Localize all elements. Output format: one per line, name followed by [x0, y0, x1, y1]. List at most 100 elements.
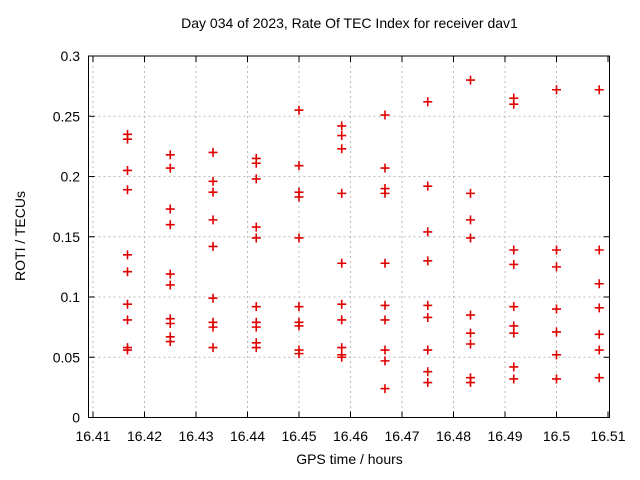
data-point-marker: [251, 322, 261, 332]
data-point-marker: [594, 373, 604, 383]
data-point-marker: [465, 75, 475, 85]
data-point-marker: [165, 319, 175, 329]
data-point-marker: [208, 215, 218, 225]
data-point-marker: [380, 163, 390, 173]
data-point-marker: [337, 315, 347, 325]
data-point-marker: [251, 222, 261, 232]
data-point-marker: [509, 259, 519, 269]
data-point-marker: [251, 174, 261, 184]
data-point-marker: [423, 227, 433, 237]
data-point-marker: [294, 192, 304, 202]
data-point-marker: [337, 299, 347, 309]
data-point-marker: [251, 158, 261, 168]
data-point-marker: [208, 187, 218, 197]
data-point-marker: [380, 258, 390, 268]
data-point-marker: [208, 293, 218, 303]
y-tick-label: 0.2: [61, 169, 81, 185]
x-tick-label: 16.41: [75, 428, 110, 444]
data-point-marker: [337, 188, 347, 198]
x-tick-label: 16.47: [384, 428, 419, 444]
data-point-marker: [552, 374, 561, 384]
data-point-marker: [380, 384, 390, 394]
x-tick-label: 16.51: [590, 428, 625, 444]
data-point-marker: [123, 299, 133, 309]
data-point-marker: [423, 367, 433, 377]
data-point-marker: [380, 300, 390, 310]
data-point-marker: [294, 105, 304, 115]
data-point-marker: [380, 345, 390, 355]
y-axis-label: ROTI / TECUs: [12, 191, 28, 281]
data-point-marker: [208, 176, 218, 186]
data-point-marker: [123, 134, 133, 144]
data-point-marker: [165, 269, 175, 279]
data-point-marker: [251, 233, 261, 243]
data-point-marker: [208, 343, 218, 353]
data-point-marker: [294, 302, 304, 312]
x-tick-label: 16.45: [281, 428, 316, 444]
data-point-marker: [337, 258, 347, 268]
data-point-marker: [465, 188, 475, 198]
data-point-marker: [380, 315, 390, 325]
data-point-marker: [337, 121, 347, 131]
data-point-marker: [423, 181, 433, 191]
data-point-marker: [423, 312, 433, 322]
x-tick-label: 16.43: [178, 428, 213, 444]
data-point-marker: [337, 352, 347, 362]
data-point-marker: [165, 204, 175, 214]
data-point-marker: [465, 378, 475, 388]
data-point-marker: [465, 310, 475, 320]
data-point-marker: [294, 233, 304, 243]
x-tick-label: 16.5: [543, 428, 570, 444]
data-point-marker: [594, 303, 604, 313]
data-point-marker: [294, 161, 304, 171]
data-point-marker: [123, 185, 133, 195]
data-point-marker: [337, 131, 347, 141]
data-point-marker: [423, 256, 433, 266]
data-point-marker: [423, 378, 433, 388]
data-point-marker: [380, 188, 390, 198]
data-point-marker: [380, 110, 390, 120]
data-point-marker: [123, 267, 133, 277]
data-point-marker: [165, 337, 175, 347]
data-point-marker: [552, 262, 561, 272]
data-point-marker: [165, 220, 175, 230]
data-point-marker: [509, 374, 519, 384]
data-point-marker: [251, 302, 261, 312]
data-point-marker: [465, 339, 475, 349]
data-point-marker: [294, 321, 304, 331]
data-point-marker: [294, 349, 304, 359]
data-point-marker: [337, 144, 347, 154]
y-tick-label: 0.1: [61, 289, 81, 305]
data-point-marker: [123, 345, 133, 355]
data-point-marker: [123, 250, 133, 260]
data-point-marker: [509, 245, 519, 255]
data-point-marker: [465, 328, 475, 338]
data-point-marker: [423, 97, 433, 107]
y-tick-label: 0.25: [53, 108, 80, 124]
y-tick-label: 0.05: [53, 349, 80, 365]
data-point-marker: [123, 315, 133, 325]
data-point-marker: [552, 304, 561, 314]
data-point-marker: [594, 345, 604, 355]
data-point-marker: [552, 245, 561, 255]
data-point-marker: [380, 356, 390, 366]
data-point-marker: [594, 279, 604, 289]
data-point-marker: [465, 233, 475, 243]
data-point-marker: [594, 85, 604, 95]
data-point-marker: [552, 327, 561, 337]
data-point-marker: [509, 328, 519, 338]
data-point-marker: [165, 163, 175, 173]
data-point-marker: [208, 147, 218, 157]
data-point-marker: [123, 165, 133, 175]
x-tick-label: 16.44: [230, 428, 265, 444]
chart-title: Day 034 of 2023, Rate Of TEC Index for r…: [181, 15, 518, 31]
data-point-marker: [509, 302, 519, 312]
x-tick-label: 16.46: [333, 428, 368, 444]
data-point-marker: [594, 329, 604, 339]
x-tick-label: 16.48: [436, 428, 471, 444]
data-point-marker: [552, 350, 561, 360]
y-tick-label: 0.3: [61, 48, 81, 64]
data-point-marker: [208, 241, 218, 251]
